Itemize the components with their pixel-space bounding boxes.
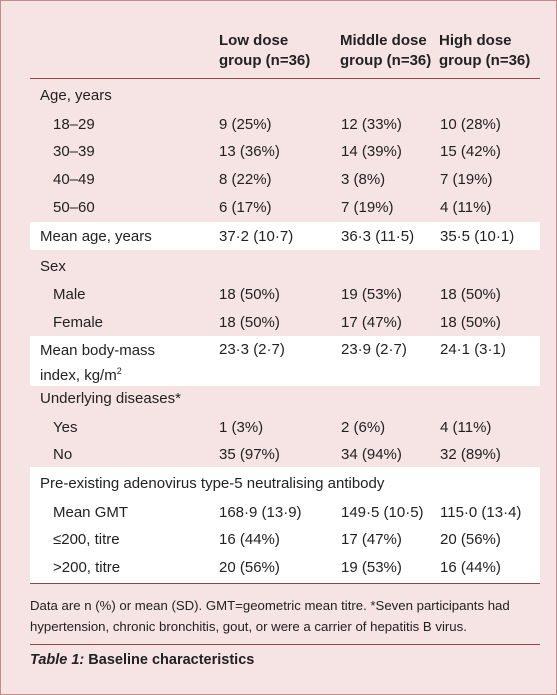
cell-middle: 2 (6%) — [341, 419, 386, 436]
row-label: 40–49 — [53, 171, 95, 188]
cell-high: 24·1 (3·1) — [440, 341, 506, 358]
cell-low: 168·9 (13·9) — [219, 504, 302, 521]
table-row: Yes 1 (3%) 2 (6%) 4 (11%) — [30, 419, 540, 441]
cell-middle: 19 (53%) — [341, 286, 402, 303]
cell-middle: 14 (39%) — [341, 143, 402, 160]
cell-high: 32 (89%) — [440, 446, 501, 463]
bmi-label-line1: Mean body-mass — [40, 342, 156, 359]
row-label: Underlying diseases* — [40, 390, 181, 407]
cell-middle: 34 (94%) — [341, 446, 402, 463]
cell-high: 15 (42%) — [440, 143, 501, 160]
header-rule — [30, 78, 540, 79]
cell-middle: 19 (53%) — [341, 559, 402, 576]
cell-high: 4 (11%) — [440, 199, 492, 216]
section-age: Age, years — [30, 87, 540, 109]
row-label: Mean age, years — [40, 228, 152, 245]
header-middle-dose: Middle dose group (n=36) — [340, 31, 431, 71]
header-low-line1: Low dose — [219, 32, 289, 49]
row-label: Mean GMT — [53, 504, 129, 521]
header-high-dose: High dose group (n=36) — [439, 31, 530, 71]
table-row: Female 18 (50%) 17 (47%) 18 (50%) — [30, 314, 540, 336]
section-sex: Sex — [30, 258, 540, 280]
table-row: 30–39 13 (36%) 14 (39%) 15 (42%) — [30, 143, 540, 165]
cell-high: 20 (56%) — [440, 531, 501, 548]
table-footnote: Data are n (%) or mean (SD). GMT=geometr… — [30, 598, 510, 634]
bmi-unit-sup: 2 — [116, 366, 122, 376]
row-label: Age, years — [40, 87, 112, 104]
header-low-dose: Low dose group (n=36) — [219, 31, 310, 71]
cell-middle: 3 (8%) — [341, 171, 386, 188]
caption-rule — [30, 644, 540, 645]
cell-middle: 23·9 (2·7) — [341, 341, 407, 358]
table-row: No 35 (97%) 34 (94%) 32 (89%) — [30, 446, 540, 468]
cell-low: 23·3 (2·7) — [219, 341, 285, 358]
row-label: Male — [53, 286, 86, 303]
cell-high: 4 (11%) — [440, 419, 492, 436]
table-row: 18–29 9 (25%) 12 (33%) 10 (28%) — [30, 116, 540, 138]
cell-middle: 12 (33%) — [341, 116, 402, 133]
caption-text: Baseline characteristics — [84, 652, 255, 668]
section-underlying-diseases: Underlying diseases* — [30, 390, 540, 412]
cell-high: 18 (50%) — [440, 314, 501, 331]
cell-low: 37·2 (10·7) — [219, 228, 294, 245]
caption-label: Table 1: — [30, 652, 85, 668]
cell-high: 35·5 (10·1) — [440, 228, 515, 245]
header-low-line2: group (n=36) — [219, 52, 311, 69]
cell-middle: 149·5 (10·5) — [341, 504, 424, 521]
cell-low: 1 (3%) — [219, 419, 264, 436]
cell-middle: 17 (47%) — [341, 314, 402, 331]
cell-high: 18 (50%) — [440, 286, 501, 303]
header-middle-line2: group (n=36) — [340, 52, 432, 69]
table-caption: Table 1: Baseline characteristics — [30, 652, 254, 668]
table-row-bmi: Mean body-mass index, kg/m2 23·3 (2·7) 2… — [30, 336, 540, 386]
header-middle-line1: Middle dose — [340, 32, 427, 49]
cell-high: 7 (19%) — [440, 171, 493, 188]
row-label: No — [53, 446, 73, 463]
cell-low: 8 (22%) — [219, 171, 272, 188]
cell-high: 10 (28%) — [440, 116, 501, 133]
cell-low: 35 (97%) — [219, 446, 280, 463]
cell-low: 6 (17%) — [219, 199, 272, 216]
row-label: Sex — [40, 258, 66, 275]
table-row: 50–60 6 (17%) 7 (19%) 4 (11%) — [30, 199, 540, 221]
bmi-label-line2: index, kg/m — [40, 367, 117, 384]
cell-low: 9 (25%) — [219, 116, 272, 133]
row-label-bmi: Mean body-mass index, kg/m2 — [40, 341, 155, 386]
cell-low: 13 (36%) — [219, 143, 280, 160]
header-high-line2: group (n=36) — [439, 52, 531, 69]
cell-low: 20 (56%) — [219, 559, 280, 576]
cell-middle: 36·3 (11·5) — [341, 228, 415, 245]
cell-middle: 17 (47%) — [341, 531, 402, 548]
header-high-line1: High dose — [439, 32, 512, 49]
row-label: ≤200, titre — [53, 531, 120, 548]
table-bottom-rule — [30, 583, 540, 584]
row-label: Yes — [53, 419, 78, 436]
cell-high: 115·0 (13·4) — [440, 504, 522, 521]
cell-low: 16 (44%) — [219, 531, 280, 548]
cell-low: 18 (50%) — [219, 314, 280, 331]
row-label: >200, titre — [53, 559, 121, 576]
cell-high: 16 (44%) — [440, 559, 501, 576]
table-row: Male 18 (50%) 19 (53%) 18 (50%) — [30, 286, 540, 308]
table-row-mean-age: Mean age, years 37·2 (10·7) 36·3 (11·5) … — [30, 222, 540, 250]
row-label: Pre-existing adenovirus type-5 neutralis… — [40, 475, 385, 492]
row-label: 30–39 — [53, 143, 95, 160]
row-label: 18–29 — [53, 116, 95, 133]
row-label: Female — [53, 314, 104, 331]
section-antibody: Pre-existing adenovirus type-5 neutralis… — [30, 467, 540, 583]
cell-middle: 7 (19%) — [341, 199, 394, 216]
cell-low: 18 (50%) — [219, 286, 280, 303]
row-label: 50–60 — [53, 199, 95, 216]
table-row: 40–49 8 (22%) 3 (8%) 7 (19%) — [30, 171, 540, 193]
table-header: Low dose group (n=36) Middle dose group … — [1, 31, 556, 81]
